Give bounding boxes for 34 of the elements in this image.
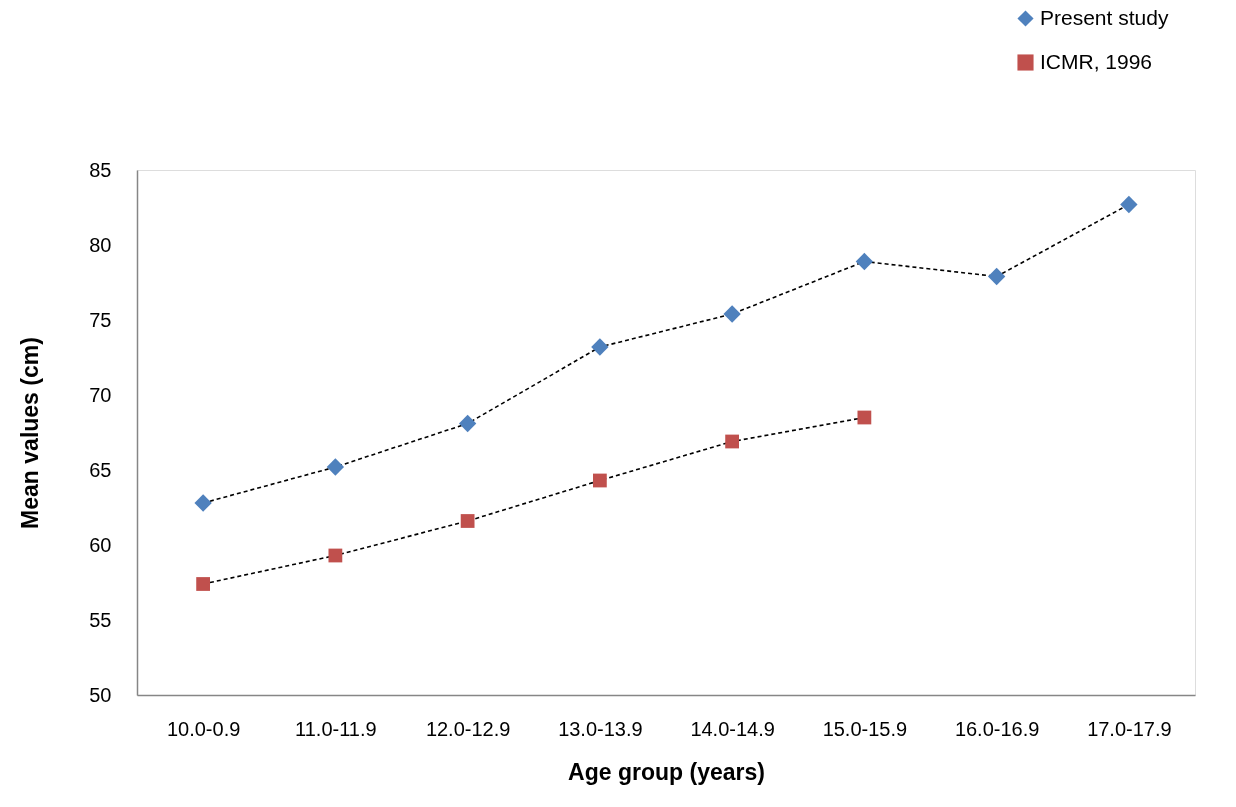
x-tick-label: 11.0-11.9 bbox=[295, 717, 377, 740]
y-tick-label: 80 bbox=[89, 233, 112, 256]
y-tick-label: 55 bbox=[89, 608, 112, 631]
x-axis-title: Age group (years) bbox=[568, 758, 765, 785]
point bbox=[857, 410, 872, 425]
legend-label: Present study bbox=[1040, 5, 1169, 29]
y-axis-title: Mean values (cm) bbox=[17, 337, 44, 529]
x-tick-label: 10.0-0.9 bbox=[166, 717, 241, 740]
point bbox=[196, 577, 211, 591]
point bbox=[328, 548, 343, 563]
y-tick-label: 75 bbox=[89, 308, 112, 331]
point bbox=[592, 473, 607, 488]
x-tick-label: 15.0-15.9 bbox=[822, 717, 908, 740]
point bbox=[591, 338, 609, 356]
point bbox=[458, 414, 477, 433]
y-tick-label: 50 bbox=[89, 683, 112, 706]
point bbox=[723, 305, 741, 323]
point bbox=[194, 494, 212, 512]
x-tick-label: 16.0-16.9 bbox=[954, 717, 1040, 740]
point bbox=[326, 458, 345, 476]
point bbox=[725, 434, 740, 449]
point bbox=[987, 267, 1006, 286]
x-tick-label: 13.0-13.9 bbox=[558, 717, 643, 740]
x-tick-label: 12.0-12.9 bbox=[425, 717, 511, 740]
point bbox=[1120, 195, 1138, 214]
y-tick-label: 65 bbox=[89, 458, 112, 481]
point bbox=[855, 252, 874, 271]
y-tick-label: 85 bbox=[89, 158, 112, 181]
point bbox=[460, 514, 475, 528]
y-tick-label: 70 bbox=[89, 383, 112, 406]
x-tick-label: 17.0-17.9 bbox=[1087, 717, 1172, 740]
legend-label: ICMR, 1996 bbox=[1040, 49, 1153, 73]
x-tick-label: 14.0-14.9 bbox=[690, 717, 775, 740]
y-tick-label: 60 bbox=[89, 533, 112, 556]
